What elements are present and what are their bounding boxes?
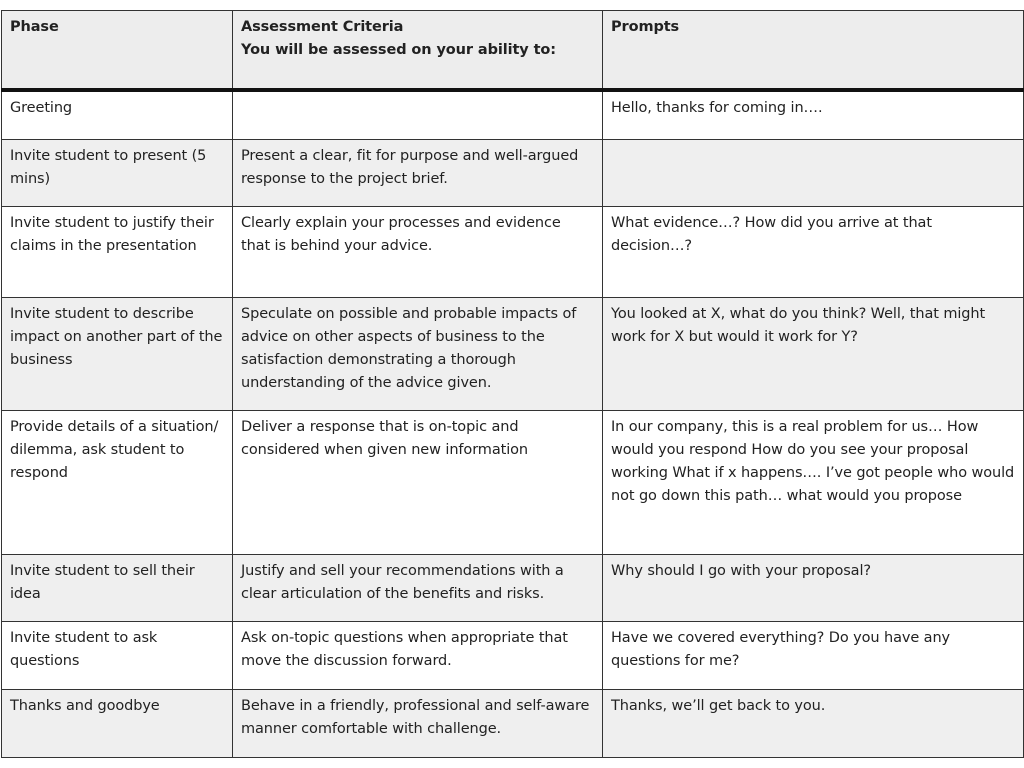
prompts-cell: Have we covered everything? Do you have …: [602, 621, 1024, 690]
assessment-table: Phase Assessment Criteria You will be ass…: [1, 10, 1024, 758]
table-row: Greeting Hello, thanks for coming in….: [1, 89, 1024, 140]
criteria-cell: Ask on-topic questions when appropriate …: [232, 621, 603, 690]
phase-cell: Provide details of a situation/ dilemma,…: [1, 410, 233, 555]
criteria-cell: Behave in a friendly, professional and s…: [232, 689, 603, 758]
header-row: Phase Assessment Criteria You will be ass…: [1, 10, 1024, 92]
header-prompts: Prompts: [602, 10, 1024, 92]
criteria-cell: Justify and sell your recommendations wi…: [232, 554, 603, 622]
phase-cell: Invite student to sell their idea: [1, 554, 233, 622]
prompts-cell: In our company, this is a real problem f…: [602, 410, 1024, 555]
phase-cell: Thanks and goodbye: [1, 689, 233, 758]
table-row: Invite student to describe impact on ano…: [1, 297, 1024, 411]
criteria-cell: [232, 89, 603, 140]
criteria-cell: Deliver a response that is on-topic and …: [232, 410, 603, 555]
prompts-cell: Hello, thanks for coming in….: [602, 89, 1024, 140]
header-phase: Phase: [1, 10, 233, 92]
criteria-cell: Clearly explain your processes and evide…: [232, 206, 603, 298]
table-row: Invite student to ask questions Ask on-t…: [1, 621, 1024, 690]
prompts-cell: Thanks, we’ll get back to you.: [602, 689, 1024, 758]
phase-cell: Invite student to justify their claims i…: [1, 206, 233, 298]
criteria-cell: Present a clear, fit for purpose and wel…: [232, 139, 603, 207]
header-criteria-line1: Assessment Criteria: [241, 19, 404, 35]
prompts-cell: [602, 139, 1024, 207]
phase-cell: Invite student to ask questions: [1, 621, 233, 690]
table-row: Invite student to present (5 mins) Prese…: [1, 139, 1024, 207]
criteria-cell: Speculate on possible and probable impac…: [232, 297, 603, 411]
table-row: Thanks and goodbye Behave in a friendly,…: [1, 689, 1024, 758]
table-row: Invite student to justify their claims i…: [1, 206, 1024, 298]
prompts-cell: Why should I go with your proposal?: [602, 554, 1024, 622]
header-criteria: Assessment Criteria You will be assessed …: [232, 10, 603, 92]
phase-cell: Invite student to describe impact on ano…: [1, 297, 233, 411]
phase-cell: Greeting: [1, 89, 233, 140]
phase-cell: Invite student to present (5 mins): [1, 139, 233, 207]
prompts-cell: What evidence…? How did you arrive at th…: [602, 206, 1024, 298]
table-row: Provide details of a situation/ dilemma,…: [1, 410, 1024, 555]
table-row: Invite student to sell their idea Justif…: [1, 554, 1024, 622]
header-criteria-line2: You will be assessed on your ability to:: [241, 42, 556, 58]
prompts-cell: You looked at X, what do you think? Well…: [602, 297, 1024, 411]
